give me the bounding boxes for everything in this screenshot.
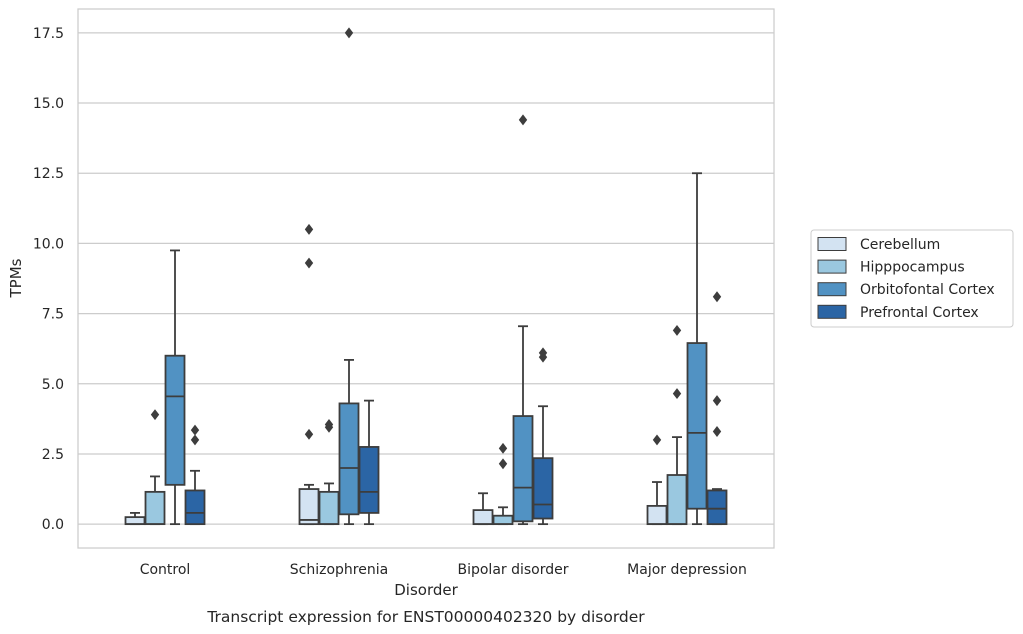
legend-label: Cerebellum [860,237,940,253]
box-body [144,490,166,526]
outlier-point [672,388,682,400]
box-1-0 [298,223,320,526]
box-3-1 [666,324,688,526]
legend-swatch [817,304,847,319]
box-1-1 [318,419,340,526]
box-0-1 [144,409,166,526]
box-body [492,514,514,526]
outlier-point [712,395,722,407]
box-1-3 [358,399,380,526]
box-body [472,509,494,526]
x-tick-label: Control [140,562,191,578]
y-tick-label: 2.5 [42,447,64,463]
plot-background [78,9,774,548]
y-tick-label: 0.0 [42,517,64,533]
outlier-point [304,257,314,269]
y-tick-label: 12.5 [33,166,64,182]
box-body [338,402,360,516]
x-tick-label: Major depression [627,562,747,578]
y-tick-label: 10.0 [33,236,64,252]
x-tick-label: Schizophrenia [290,562,388,578]
y-tick-label: 17.5 [33,26,64,42]
legend-label: Hipppocampus [860,260,965,276]
outlier-point [518,114,528,126]
y-tick-label: 15.0 [33,96,64,112]
outlier-point [304,223,314,235]
box-0-0 [124,512,146,526]
outlier-point [672,324,682,336]
legend-label: Orbitofontal Cortex [860,282,995,298]
y-tick-label: 7.5 [42,307,64,323]
outlier-point [150,409,160,421]
box-marks [124,27,728,526]
box-3-3 [706,291,728,526]
legend-swatch [817,259,847,274]
box-2-1 [492,442,514,526]
outlier-point [652,434,662,446]
outlier-point [190,434,200,446]
box-body [706,489,728,526]
y-tick-labels: 0.0 2.5 5.0 7.5 10.0 12.5 15.0 17.5 [33,26,64,533]
legend-swatch [817,282,847,297]
box-2-3 [532,347,554,526]
outlier-point [324,419,334,430]
outlier-point [498,458,508,470]
outlier-point [538,347,548,359]
box-2-0 [472,492,494,526]
box-body [646,504,668,526]
box-body [124,516,146,526]
box-3-0 [646,434,668,526]
legend-frame [810,229,1014,328]
box-body [532,457,554,520]
box-body [512,415,534,523]
box-body [686,342,708,510]
box-3-2 [686,172,708,526]
legend-swatch [817,237,847,251]
outlier-point [498,442,508,454]
y-tick-label: 5.0 [42,377,64,393]
box-0-3 [184,424,206,526]
box-body [358,446,380,514]
box-2-2 [512,114,534,526]
x-tick-label: Bipolar disorder [457,562,568,578]
x-axis-title: Disorder [394,581,458,599]
outlier-point [712,291,722,303]
y-axis-title: TPMs [7,258,25,298]
outlier-point [344,27,354,39]
box-body [318,490,340,526]
x-tick-labels: Control Schizophrenia Bipolar disorder Majo… [140,562,747,578]
legend: Cerebellum Hipppocampus Orbitofontal Corte… [810,229,1014,328]
outlier-point [712,426,722,437]
box-1-2 [338,27,360,526]
box-0-2 [164,249,186,526]
box-body [298,488,320,526]
outlier-point [304,428,314,440]
plot-frame [77,8,775,549]
outlier-point [190,424,200,436]
chart-caption: Transcript expression for ENST0000040232… [206,608,645,626]
box-body [666,474,688,526]
box-body [184,489,206,526]
box-body [164,354,186,486]
legend-label: Prefrontal Cortex [860,305,979,321]
